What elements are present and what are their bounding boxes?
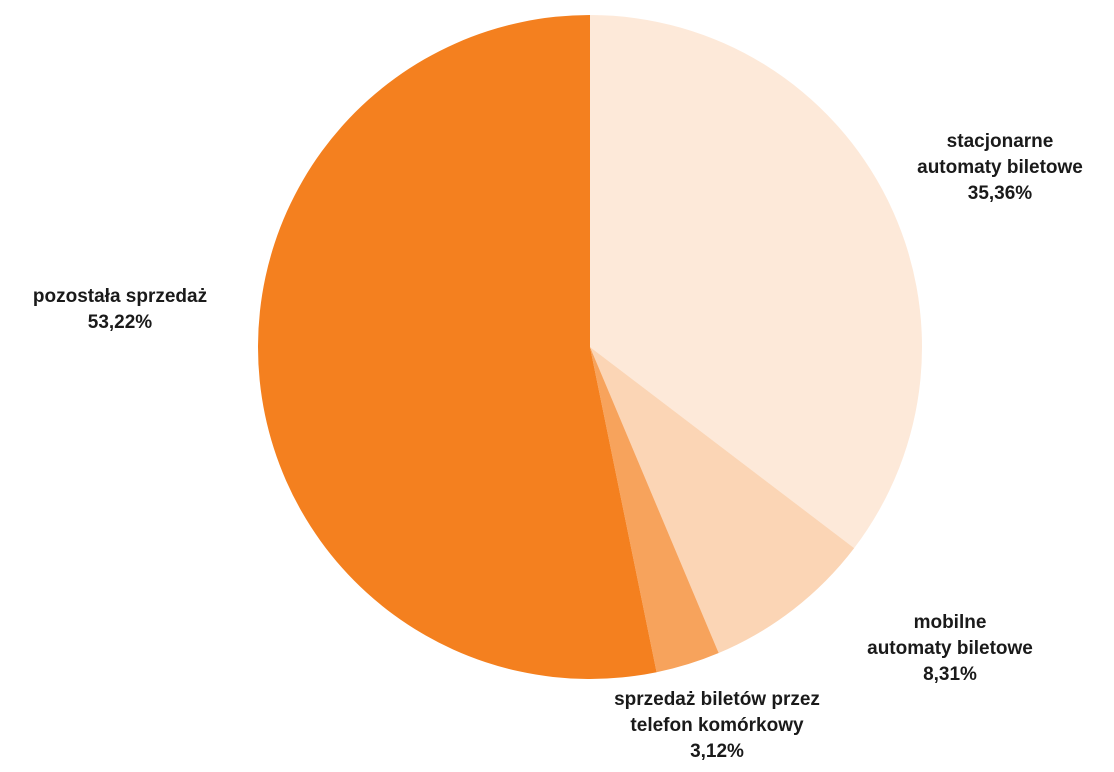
pie-slice-2 <box>590 347 719 673</box>
slice-label-1: mobilne automaty biletowe 8,31% <box>867 612 1033 685</box>
slice-value-label: 53,22% <box>88 312 153 333</box>
pie-slice-0 <box>590 15 923 549</box>
slice-label-2: sprzedaż biletów przez telefon komórkowy 3… <box>614 689 820 762</box>
slice-category-label: telefon komórkowy <box>630 715 804 736</box>
slice-category-label: mobilne <box>914 612 987 633</box>
slice-value-label: 8,31% <box>923 664 977 685</box>
slice-value-label: 3,12% <box>690 741 744 762</box>
slice-category-label: automaty biletowe <box>867 638 1033 659</box>
slice-category-label: stacjonarne <box>947 131 1054 152</box>
pie-slice-3 <box>257 15 657 679</box>
slice-label-3: pozostała sprzedaż 53,22% <box>33 286 207 333</box>
slice-category-label: sprzedaż biletów przez <box>614 689 820 710</box>
slice-value-label: 35,36% <box>968 183 1033 204</box>
slice-category-label: automaty biletowe <box>917 157 1083 178</box>
pie-slice-1 <box>590 347 855 654</box>
slice-label-0: stacjonarne automaty biletowe 35,36% <box>917 131 1083 204</box>
slice-category-label: pozostała sprzedaż <box>33 286 207 307</box>
labels-layer: stacjonarne automaty biletowe 35,36% mobiln… <box>33 131 1083 762</box>
slices-layer <box>257 15 923 679</box>
